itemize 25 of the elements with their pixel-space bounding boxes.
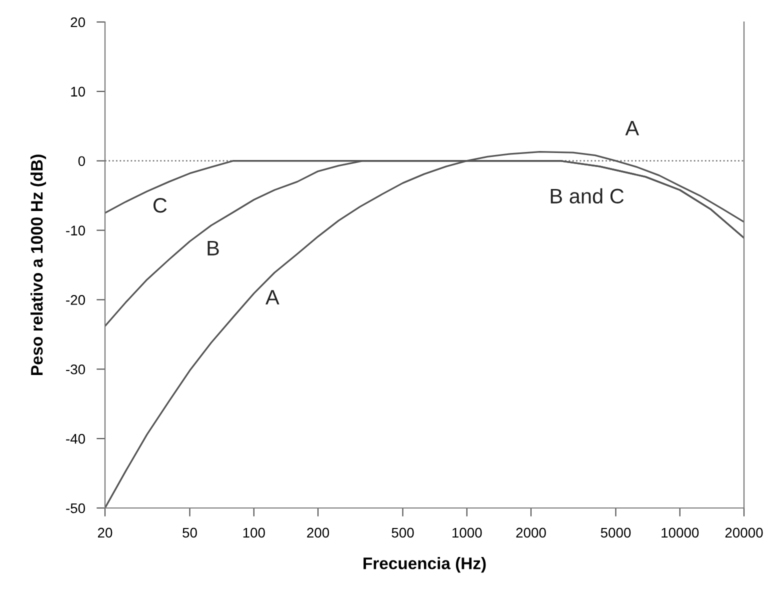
- y-tick-label: 10: [71, 86, 86, 97]
- y-axis-title: Peso relativo a 1000 Hz (dB): [30, 154, 46, 376]
- x-tick-label: 1000: [452, 528, 482, 538]
- y-tick-label: 0: [78, 156, 86, 166]
- y-tick-label: -40: [66, 434, 86, 444]
- annotation: C: [153, 198, 167, 213]
- x-tick-label: 50: [182, 528, 197, 538]
- y-tick-label: -50: [66, 503, 86, 514]
- x-tick-label: 20: [98, 528, 112, 538]
- x-tick-label: 500: [392, 528, 414, 538]
- x-axis-title: Frecuencia (Hz): [364, 557, 486, 573]
- x-tick-label: 5000: [600, 528, 631, 538]
- y-tick-label: -30: [66, 364, 86, 374]
- y-tick-label: 20: [70, 17, 86, 28]
- x-tick-label: 10000: [662, 528, 699, 538]
- x-tick-label: 200: [307, 528, 330, 538]
- x-tick-label: 2000: [516, 528, 546, 538]
- y-tick-label: -20: [66, 295, 86, 305]
- annotation: B and C: [550, 188, 624, 204]
- x-tick-label: 20000: [725, 528, 763, 538]
- annotation: A: [266, 290, 280, 304]
- y-tick-label: -10: [66, 226, 86, 236]
- x-tick-label: 100: [243, 528, 265, 538]
- annotation: B: [208, 240, 219, 256]
- annotation: A: [625, 120, 640, 136]
